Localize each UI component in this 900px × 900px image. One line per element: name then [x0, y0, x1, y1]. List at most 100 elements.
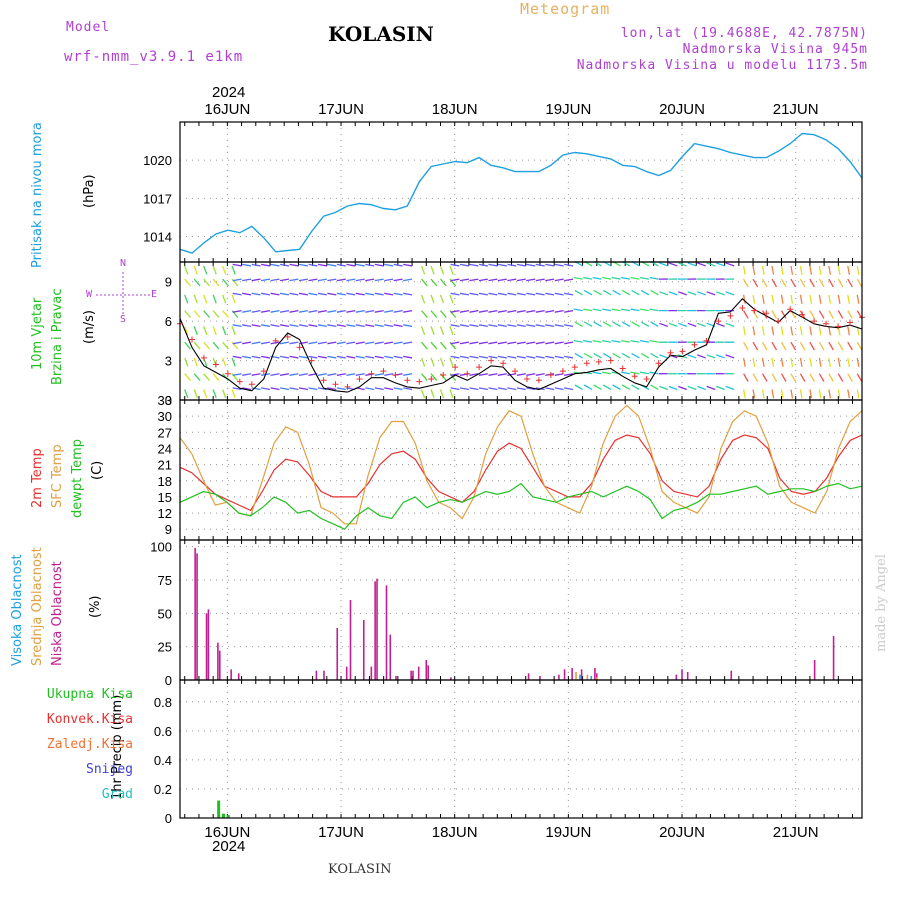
wind-barb [799, 294, 803, 304]
wind-barb [497, 324, 507, 328]
wind-barb [355, 355, 365, 359]
wind-barb [298, 263, 308, 267]
wind-barb [232, 373, 242, 376]
wind-barb [212, 326, 217, 336]
wind-barb [545, 341, 555, 345]
wind-barb [752, 341, 759, 351]
wind-barb [374, 324, 384, 328]
wind-barb [554, 355, 564, 359]
wind-barb [430, 357, 435, 367]
wind-barb [497, 309, 507, 313]
wind-barb [317, 278, 327, 282]
wind-barb [279, 341, 290, 345]
wind-barb [706, 354, 716, 359]
wind-barb [450, 278, 460, 282]
wind-barb [564, 387, 574, 391]
wind-gust-marker [404, 377, 411, 384]
wind-barb [516, 324, 526, 328]
panel-frame [179, 261, 863, 401]
wind-barb [507, 292, 517, 296]
panel-frame [179, 539, 863, 681]
y-tick-label: 75 [158, 573, 172, 588]
wind-barb [602, 352, 612, 359]
wind-barb [554, 309, 564, 313]
y-tick-label: 25 [158, 640, 172, 655]
wind-barb [346, 309, 356, 313]
wind-barb [251, 341, 261, 345]
wind-speed-line [179, 298, 863, 393]
wind-barb [232, 309, 242, 313]
wind-barb [583, 276, 593, 280]
wind-barb [592, 371, 602, 375]
wind-barb [856, 265, 860, 275]
wind-barb [828, 278, 834, 288]
wind-barb [439, 341, 447, 350]
date-label-top: 20JUN [659, 101, 705, 118]
wind-barb [365, 278, 375, 282]
wind-barb [469, 263, 479, 267]
wind-barb [317, 355, 327, 359]
wind-barb [365, 355, 375, 359]
wind-barb [393, 292, 403, 296]
wind-gust-marker [260, 368, 267, 375]
wind-barb [526, 309, 536, 313]
wind-barb [488, 309, 498, 313]
wind-gust-marker [835, 323, 842, 330]
wind-barb [780, 278, 787, 288]
wind-barb [535, 324, 545, 328]
wind-barb [697, 322, 706, 328]
wind-barb [260, 309, 271, 313]
wind-barb [317, 373, 327, 376]
wind-barb [659, 291, 669, 296]
wind-barb [298, 309, 308, 313]
precip-bar [221, 813, 225, 818]
wind-barb [450, 387, 460, 391]
wind-gust-marker [392, 372, 399, 378]
wind-barb [439, 326, 445, 336]
wind-barb [279, 309, 290, 313]
wind-barb [818, 294, 822, 304]
wind-barb [697, 291, 706, 296]
wind-barb [752, 278, 759, 288]
wind-gust-marker [248, 381, 255, 388]
wind-barb [847, 278, 853, 288]
wind-barb [790, 278, 797, 288]
wind-barb [469, 341, 479, 345]
wind-barb [403, 292, 413, 296]
y-tick-label: 6 [165, 314, 172, 329]
year-top: 2024 [212, 84, 246, 101]
wind-barb [459, 309, 470, 313]
wind-barb [743, 373, 749, 382]
wind-barb [678, 262, 687, 267]
wind-barb [193, 341, 201, 350]
wind-barb [725, 291, 735, 296]
wind-barb [450, 355, 460, 359]
wind-barb [837, 373, 844, 382]
wind-barb [742, 389, 746, 399]
wind-barb [421, 341, 428, 350]
wind-barb [650, 352, 659, 359]
wind-barb [203, 278, 210, 287]
wind-barb [478, 263, 488, 267]
wind-barb [761, 326, 765, 336]
wind-barb [289, 278, 299, 282]
wind-barb [828, 265, 832, 275]
wind-barb [752, 294, 756, 304]
wind-barb [715, 385, 725, 391]
wind-barb [639, 339, 649, 343]
wind-barb [837, 357, 841, 367]
wind-barb [355, 309, 365, 313]
wind-barb [450, 292, 460, 296]
wind-barb [449, 389, 454, 399]
wind-barb [516, 373, 526, 376]
wind-barb [621, 289, 631, 296]
wind-barb [203, 265, 208, 275]
wind-barb [469, 387, 479, 391]
wind-barb [403, 324, 413, 328]
wind-barb [478, 341, 488, 345]
wind-barb [526, 324, 536, 328]
wind-barb [507, 309, 517, 313]
wind-barb [818, 373, 825, 382]
wind-barb [279, 278, 290, 282]
wind-barb [421, 310, 428, 318]
